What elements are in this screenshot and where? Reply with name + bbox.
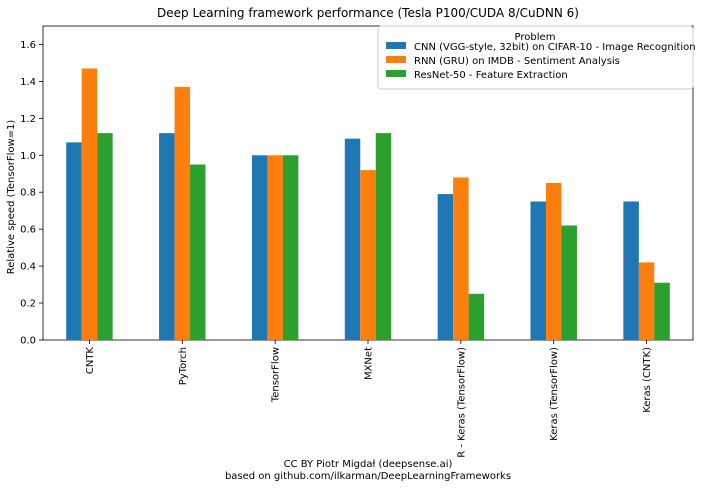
- x-tick-label: MXNet: [364, 347, 375, 380]
- y-tick-label: 0.2: [20, 299, 36, 310]
- bar-series-2-pytorch: [174, 86, 191, 340]
- bar-series-2-keras-tensorflow-: [545, 183, 562, 340]
- bar-series-1-tensorflow: [251, 155, 268, 340]
- y-tick-label: 0.6: [20, 225, 36, 236]
- bar-series-3-pytorch: [190, 164, 206, 340]
- y-tick-label: 1.0: [20, 151, 36, 162]
- x-tick-label: Keras (TensorFlow): [549, 347, 560, 441]
- legend-frame: [377, 25, 694, 90]
- bar-series-1-keras-cntk-: [623, 201, 639, 340]
- bar-series-3-tensorflow: [282, 155, 299, 340]
- chart-title: Deep Learning framework performance (Tes…: [157, 6, 579, 20]
- x-tick-labels: CNTK PyTorch TensorFlow MXNet R - Keras (Ten…: [85, 340, 653, 458]
- bar-series-3-cntk: [97, 133, 113, 340]
- legend-swatch-2: [386, 56, 406, 63]
- legend-title: Problem: [515, 32, 556, 43]
- legend-label-1: CNN (VGG-style, 32bit) on CIFAR-10 - Ima…: [414, 42, 696, 53]
- bars: [66, 68, 670, 340]
- y-tick-label: 1.2: [20, 114, 36, 125]
- legend-swatch-1: [386, 42, 406, 49]
- y-tick-label: 0.0: [20, 336, 36, 347]
- bar-series-2-cntk: [81, 68, 98, 340]
- bar-series-2-mxnet: [360, 170, 376, 340]
- bar-series-1-pytorch: [159, 133, 175, 340]
- credit-line-1: CC BY Piotr Migdał (deepsense.ai): [284, 459, 453, 470]
- bar-series-2-tensorflow: [267, 155, 283, 340]
- x-tick-label: PyTorch: [178, 347, 189, 385]
- bar-series-1-cntk: [66, 142, 82, 340]
- x-tick-label: CNTK: [85, 347, 96, 375]
- bar-series-2-keras-cntk-: [638, 262, 655, 340]
- x-tick-label: R - Keras (TensorFlow): [456, 347, 467, 458]
- y-tick-label: 0.8: [20, 188, 36, 199]
- bar-series-3-keras-cntk-: [654, 282, 670, 340]
- y-tick-label: 0.4: [20, 262, 36, 273]
- y-tick-label: 1.6: [20, 40, 36, 51]
- bar-series-3-mxnet: [375, 133, 392, 340]
- y-tick-label: 1.4: [20, 77, 36, 88]
- bar-series-1-keras-tensorflow-: [530, 201, 546, 340]
- credit-line-2: based on github.com/ilkarman/DeepLearnin…: [225, 471, 511, 482]
- bar-series-3-r-keras-tensorflow-: [468, 293, 485, 340]
- legend-label-3: ResNet-50 - Feature Extraction: [414, 70, 568, 81]
- y-tick-labels: 0.0 0.2 0.4 0.6 0.8 1.0 1.2 1.4 1.6: [20, 40, 43, 347]
- legend-swatch-3: [386, 70, 406, 77]
- legend-label-2: RNN (GRU) on IMDB - Sentiment Analysis: [414, 56, 620, 67]
- legend: Problem CNN (VGG-style, 32bit) on CIFAR-…: [377, 25, 696, 90]
- x-tick-label: Keras (CNTK): [642, 347, 653, 413]
- bar-series-1-r-keras-tensorflow-: [437, 194, 454, 340]
- bar-series-1-mxnet: [344, 138, 361, 340]
- bar-series-3-keras-tensorflow-: [561, 225, 577, 340]
- bar-series-2-r-keras-tensorflow-: [453, 177, 469, 340]
- y-axis-label: Relative speed (TensorFlow=1): [6, 120, 17, 275]
- x-tick-label: TensorFlow: [271, 347, 282, 403]
